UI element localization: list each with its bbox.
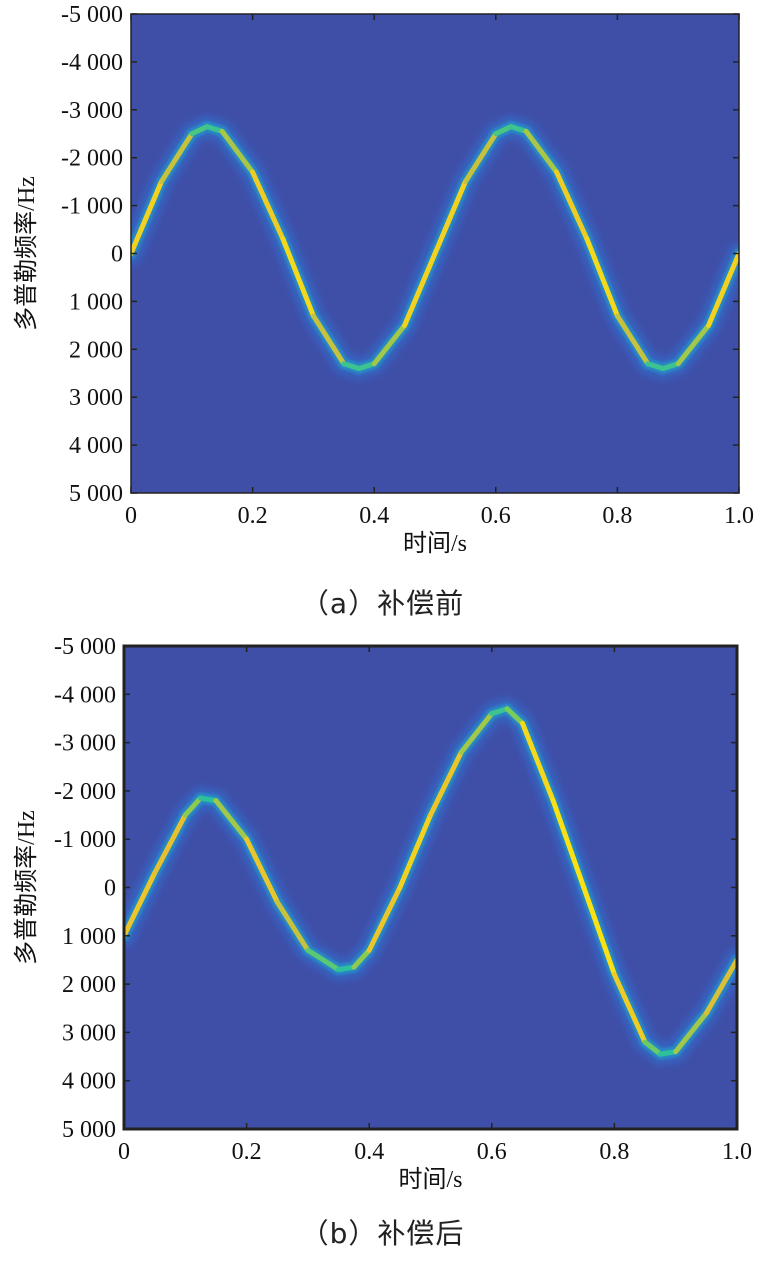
ridge-segment xyxy=(182,795,204,818)
ridge-segment xyxy=(219,128,256,175)
y-tick-label: 3 000 xyxy=(69,385,123,411)
ridge-segment xyxy=(131,179,164,256)
x-tick-label: 0 xyxy=(118,1139,130,1165)
ridge-segment xyxy=(489,706,510,717)
ridge-segment xyxy=(244,836,280,905)
y-tick-label: 3 000 xyxy=(62,1020,116,1046)
panel-b: -5 000 -4 000 -3 000 -2 000 -1 000 0 1 000 2 00… xyxy=(0,632,765,1264)
ridge-segment xyxy=(584,236,620,319)
y-tick-label: -2 000 xyxy=(61,146,123,172)
ridge-segment xyxy=(158,131,195,185)
ridge-segment xyxy=(428,749,464,818)
y-tick-label: 1 000 xyxy=(62,924,116,950)
x-axis-label: 时间/s xyxy=(403,530,467,557)
ridge-segment xyxy=(432,179,468,256)
ridge-segment xyxy=(280,236,316,319)
plot-background xyxy=(124,646,737,1129)
y-tick-label: 2 000 xyxy=(69,337,123,363)
ridge-segment xyxy=(213,798,250,842)
ridge-segment xyxy=(523,128,560,175)
y-tick-label: 0 xyxy=(104,876,116,902)
ridge-segment xyxy=(614,313,651,367)
ridge-segment xyxy=(462,131,499,185)
ridge-segment xyxy=(310,313,347,367)
ridge-segment xyxy=(366,885,403,953)
caption-a: （a）补偿前 xyxy=(300,587,465,620)
ridge-segment xyxy=(645,361,666,371)
y-axis-label: 多普勒频率/Hz xyxy=(13,810,40,965)
ridge-segment xyxy=(250,169,286,242)
ridge-segment xyxy=(458,711,495,755)
y-tick-label: -1 000 xyxy=(54,827,116,853)
ridge-segment xyxy=(675,322,712,367)
y-tick-label: -4 000 xyxy=(61,50,123,76)
ridge-segment xyxy=(189,124,210,137)
y-tick-label: -2 000 xyxy=(54,779,116,805)
ridge-segment xyxy=(341,361,362,371)
x-tick-label: 0.4 xyxy=(354,1139,384,1165)
ridge-segment xyxy=(520,720,556,804)
ridge-segment xyxy=(305,947,341,973)
ridge-segment xyxy=(336,964,357,973)
y-tick-label: 1 000 xyxy=(69,289,123,315)
y-tick-label: 5 000 xyxy=(69,481,123,507)
x-tick-label: 0 xyxy=(125,503,137,529)
ridge-segment xyxy=(550,798,587,890)
ridge-segment xyxy=(673,1010,709,1055)
panel-a: -5 000 -4 000 -3 000 -2 000 -1 000 0 1 000 2 00… xyxy=(13,2,754,620)
ridge-segment xyxy=(554,169,590,242)
x-tick-label: 0.8 xyxy=(602,503,632,529)
y-tick-label: 2 000 xyxy=(62,972,116,998)
x-tick-label: 0.2 xyxy=(232,1139,262,1165)
x-axis-label: 时间/s xyxy=(398,1166,462,1193)
ridge-segment xyxy=(660,361,681,371)
y-tick-label: -3 000 xyxy=(61,98,123,124)
ridge-segment xyxy=(657,1049,679,1057)
y-tick-label: -1 000 xyxy=(61,194,123,220)
x-tick-label: 0.2 xyxy=(238,503,268,529)
ridge-segment xyxy=(274,899,311,953)
x-tick-label: 0.6 xyxy=(481,503,511,529)
ridge-segment xyxy=(706,251,739,328)
ridge-segment xyxy=(152,812,188,876)
ridge-segment xyxy=(508,124,529,134)
spectrogram-chart-a: -5 000 -4 000 -3 000 -2 000 -1 000 0 1 000 2 00… xyxy=(13,2,754,557)
ridge-segment xyxy=(397,812,433,890)
ridge-segment xyxy=(703,957,737,1016)
x-tick-label: 0.8 xyxy=(599,1139,629,1165)
ridge-segment xyxy=(371,322,408,367)
ridge-segment xyxy=(124,870,158,939)
y-tick-label: 5 000 xyxy=(62,1117,116,1143)
spectrogram-chart-b: -5 000 -4 000 -3 000 -2 000 -1 000 0 1 000 2 00… xyxy=(13,634,752,1193)
ridge-segment xyxy=(402,251,438,328)
y-tick-label: 0 xyxy=(111,242,123,268)
caption-b: （b）补偿后 xyxy=(300,1217,465,1250)
x-tick-label: 0.6 xyxy=(477,1139,507,1165)
ridge-segment xyxy=(581,885,617,977)
y-tick-label: -5 000 xyxy=(61,2,123,28)
y-tick-label: -5 000 xyxy=(54,634,116,660)
ridge-segment xyxy=(642,1039,663,1057)
y-tick-label: 4 000 xyxy=(69,433,123,459)
ridge-segment xyxy=(493,124,514,137)
ridge-segment xyxy=(198,795,219,804)
x-tick-label: 1.0 xyxy=(724,503,754,529)
y-tick-label: -4 000 xyxy=(54,682,116,708)
ridge-segment xyxy=(504,706,525,726)
y-tick-label: 4 000 xyxy=(62,1069,116,1095)
ridge-segment xyxy=(611,971,648,1045)
y-axis-label: 多普勒频率/Hz xyxy=(13,176,40,331)
x-tick-label: 0.4 xyxy=(359,503,389,529)
ridge-segment xyxy=(356,361,377,371)
plot-area xyxy=(124,697,737,1066)
plot-area xyxy=(131,115,739,380)
y-tick-label: -3 000 xyxy=(54,731,116,757)
ridge-segment xyxy=(204,124,225,134)
x-tick-label: 1.0 xyxy=(722,1139,752,1165)
ridge-segment xyxy=(351,947,372,970)
